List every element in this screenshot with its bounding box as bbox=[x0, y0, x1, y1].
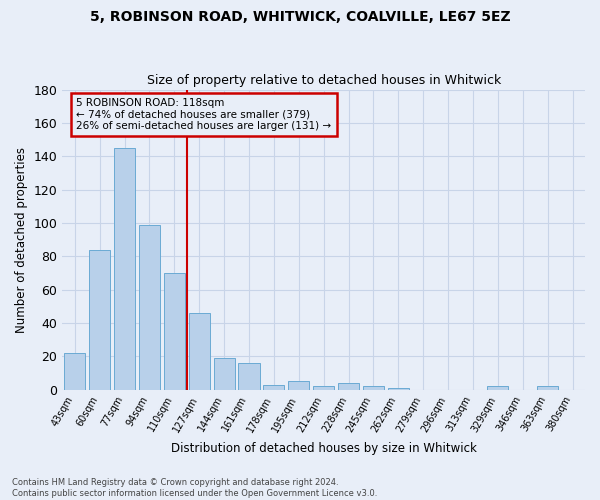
Bar bbox=[139, 224, 160, 390]
Bar bbox=[313, 386, 334, 390]
Bar bbox=[214, 358, 235, 390]
Bar bbox=[188, 313, 210, 390]
Bar bbox=[338, 383, 359, 390]
Bar bbox=[238, 363, 260, 390]
X-axis label: Distribution of detached houses by size in Whitwick: Distribution of detached houses by size … bbox=[171, 442, 476, 455]
Text: 5, ROBINSON ROAD, WHITWICK, COALVILLE, LE67 5EZ: 5, ROBINSON ROAD, WHITWICK, COALVILLE, L… bbox=[89, 10, 511, 24]
Bar bbox=[363, 386, 384, 390]
Text: 5 ROBINSON ROAD: 118sqm
← 74% of detached houses are smaller (379)
26% of semi-d: 5 ROBINSON ROAD: 118sqm ← 74% of detache… bbox=[76, 98, 332, 131]
Bar bbox=[288, 382, 310, 390]
Bar bbox=[164, 273, 185, 390]
Bar bbox=[388, 388, 409, 390]
Title: Size of property relative to detached houses in Whitwick: Size of property relative to detached ho… bbox=[146, 74, 501, 87]
Bar bbox=[89, 250, 110, 390]
Bar bbox=[114, 148, 135, 390]
Bar bbox=[263, 384, 284, 390]
Bar bbox=[487, 386, 508, 390]
Bar bbox=[64, 353, 85, 390]
Text: Contains HM Land Registry data © Crown copyright and database right 2024.
Contai: Contains HM Land Registry data © Crown c… bbox=[12, 478, 377, 498]
Y-axis label: Number of detached properties: Number of detached properties bbox=[15, 146, 28, 332]
Bar bbox=[537, 386, 558, 390]
